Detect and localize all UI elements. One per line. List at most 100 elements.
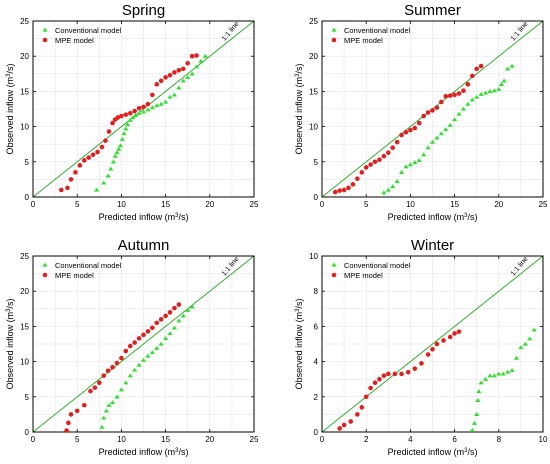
plot-frame bbox=[321, 255, 544, 433]
conventional-point bbox=[509, 63, 515, 68]
mpe-point bbox=[119, 113, 124, 119]
y-tick-label: 15 bbox=[309, 87, 318, 96]
legend-label: MPE model bbox=[55, 36, 94, 45]
legend-marker-conventional bbox=[42, 27, 48, 32]
conventional-point bbox=[443, 127, 449, 132]
panel-title: Summer bbox=[404, 2, 461, 19]
conventional-point bbox=[180, 313, 186, 318]
y-tick-label: 20 bbox=[20, 287, 29, 296]
conventional-point bbox=[412, 160, 418, 165]
conventional-point bbox=[403, 164, 409, 169]
x-tick-label: 15 bbox=[161, 435, 170, 444]
y-tick-label: 25 bbox=[20, 17, 29, 26]
mpe-point bbox=[348, 419, 354, 424]
conventional-point bbox=[108, 166, 114, 171]
mpe-point bbox=[105, 368, 111, 374]
x-axis-label: Predicted inflow (m3/s) bbox=[388, 447, 478, 457]
mpe-point bbox=[405, 369, 411, 375]
mpe-point bbox=[68, 177, 74, 182]
mpe-point bbox=[377, 376, 382, 382]
y-tick-label: 15 bbox=[20, 87, 29, 96]
mpe-point bbox=[66, 420, 71, 426]
mpe-point bbox=[399, 371, 404, 377]
mpe-point bbox=[154, 82, 160, 87]
conventional-point bbox=[394, 179, 400, 184]
conventional-point bbox=[121, 131, 127, 136]
conventional-point bbox=[130, 115, 136, 120]
x-tick-label: 20 bbox=[205, 200, 214, 209]
y-tick-label: 25 bbox=[309, 17, 318, 26]
mpe-point bbox=[185, 60, 190, 66]
mpe-point bbox=[74, 408, 80, 414]
x-tick-label: 25 bbox=[250, 200, 259, 209]
conventional-point bbox=[487, 373, 493, 378]
conventional-point bbox=[127, 117, 133, 122]
x-tick-label: 20 bbox=[494, 200, 503, 209]
conventional-point bbox=[167, 94, 173, 99]
mpe-point bbox=[145, 329, 151, 334]
conventional-point bbox=[469, 427, 475, 432]
conventional-point bbox=[452, 117, 458, 122]
conventional-point bbox=[149, 105, 155, 110]
legend-label: Conventional model bbox=[55, 261, 122, 270]
mpe-point bbox=[127, 343, 133, 349]
y-tick-label: 6 bbox=[314, 322, 319, 331]
mpe-point bbox=[337, 426, 342, 431]
mpe-point bbox=[58, 187, 64, 193]
conventional-point bbox=[509, 368, 515, 373]
mpe-point bbox=[447, 334, 453, 340]
mpe-point bbox=[73, 170, 78, 175]
conventional-point bbox=[478, 91, 484, 96]
y-tick-label: 8 bbox=[314, 287, 319, 296]
conventional-point bbox=[158, 341, 164, 346]
conventional-point bbox=[475, 397, 481, 402]
mpe-point bbox=[68, 412, 74, 417]
legend-marker-conventional bbox=[331, 262, 337, 267]
conventional-point bbox=[193, 64, 200, 69]
conventional-point bbox=[154, 103, 160, 108]
conventional-point bbox=[124, 122, 131, 127]
conventional-point bbox=[500, 371, 506, 376]
mpe-point bbox=[392, 371, 398, 377]
x-tick-label: 10 bbox=[117, 435, 126, 444]
y-axis-label: Observed inflow (m3/s) bbox=[294, 299, 304, 390]
mpe-point bbox=[412, 125, 418, 131]
mpe-point bbox=[92, 385, 98, 390]
conventional-point bbox=[94, 187, 100, 192]
conventional-point bbox=[531, 327, 537, 332]
legend-marker-conventional bbox=[42, 262, 48, 267]
mpe-point bbox=[90, 152, 96, 158]
mpe-point bbox=[136, 336, 142, 341]
x-tick-label: 10 bbox=[406, 200, 415, 209]
mpe-point bbox=[97, 380, 102, 386]
x-tick-label: 4 bbox=[408, 435, 413, 444]
mpe-point bbox=[355, 176, 360, 181]
mpe-point bbox=[167, 72, 173, 78]
mpe-point bbox=[399, 132, 404, 138]
conventional-point bbox=[132, 112, 139, 117]
y-tick-label: 10 bbox=[20, 123, 29, 132]
conventional-point bbox=[505, 369, 511, 374]
conventional-point bbox=[105, 173, 111, 178]
mpe-point bbox=[430, 346, 435, 352]
mpe-point bbox=[403, 129, 409, 135]
conventional-point bbox=[116, 146, 122, 151]
plot-frame bbox=[321, 20, 544, 198]
y-tick-label: 10 bbox=[20, 358, 29, 367]
mpe-point bbox=[95, 149, 100, 155]
legend-marker-mpe bbox=[331, 272, 337, 278]
mpe-point bbox=[158, 78, 164, 84]
conventional-point bbox=[101, 415, 107, 420]
x-tick-label: 20 bbox=[205, 435, 214, 444]
conventional-point bbox=[118, 387, 124, 392]
mpe-point bbox=[141, 332, 146, 338]
x-tick-label: 10 bbox=[117, 200, 126, 209]
conventional-point bbox=[496, 371, 502, 376]
y-tick-label: 0 bbox=[25, 428, 30, 437]
y-tick-label: 10 bbox=[309, 123, 318, 132]
y-tick-label: 0 bbox=[25, 193, 30, 202]
conventional-point bbox=[474, 412, 480, 417]
mpe-point bbox=[447, 93, 453, 98]
mpe-point bbox=[474, 66, 480, 72]
conventional-point bbox=[482, 90, 489, 95]
